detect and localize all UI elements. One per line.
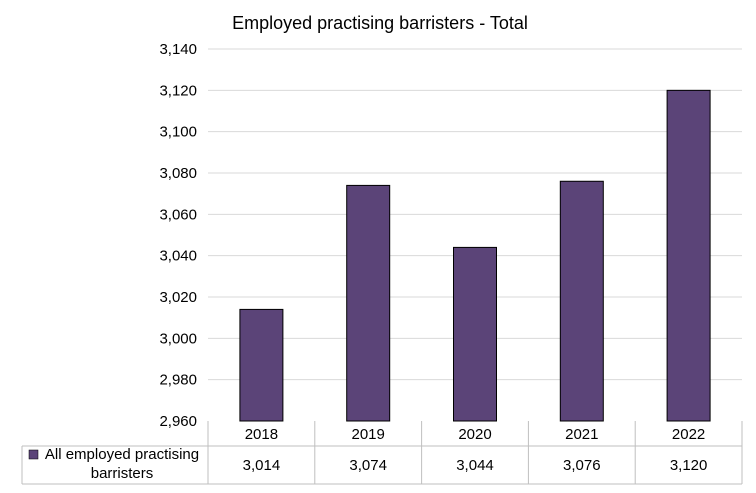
x-tick-label: 2018 <box>245 426 278 443</box>
y-tick-label: 3,000 <box>159 330 197 347</box>
table-value-cell: 3,014 <box>243 457 281 474</box>
y-tick-label: 3,040 <box>159 248 197 265</box>
y-tick-label: 3,020 <box>159 289 197 306</box>
y-tick-label: 2,980 <box>159 372 197 389</box>
y-tick-label: 3,100 <box>159 124 197 141</box>
table-value-cell: 3,120 <box>670 457 708 474</box>
y-tick-label: 3,060 <box>159 206 197 223</box>
y-tick-label: 3,120 <box>159 82 197 99</box>
bar-2020 <box>453 246 497 422</box>
bar-2022 <box>666 89 711 422</box>
bar-2018 <box>239 308 284 422</box>
x-tick-label: 2020 <box>458 426 491 443</box>
gridlines <box>208 48 742 381</box>
y-tick-label: 3,080 <box>159 165 197 182</box>
chart-title: Employed practising barristers - Total <box>232 13 528 33</box>
y-axis-ticks: 2,960 2,980 3,000 3,020 3,040 3,060 3,080 3,100… <box>159 41 197 430</box>
y-tick-label: 2,960 <box>159 413 197 430</box>
bar-2019 <box>346 184 391 422</box>
table-value-cell: 3,076 <box>563 457 601 474</box>
table-value-cell: 3,044 <box>456 457 494 474</box>
bar-2021 <box>559 180 604 422</box>
legend-label: All employed practising barristers <box>45 446 199 482</box>
legend-key <box>28 449 39 460</box>
x-tick-label: 2022 <box>672 426 705 443</box>
y-tick-label: 3,140 <box>159 41 197 58</box>
bars <box>239 89 711 422</box>
x-tick-label: 2019 <box>352 426 385 443</box>
data-table: 2018 3,014 2019 3,074 2020 3,044 2021 3,076 2022… <box>21 421 743 485</box>
table-value-cell: 3,074 <box>349 457 387 474</box>
x-tick-label: 2021 <box>565 426 598 443</box>
